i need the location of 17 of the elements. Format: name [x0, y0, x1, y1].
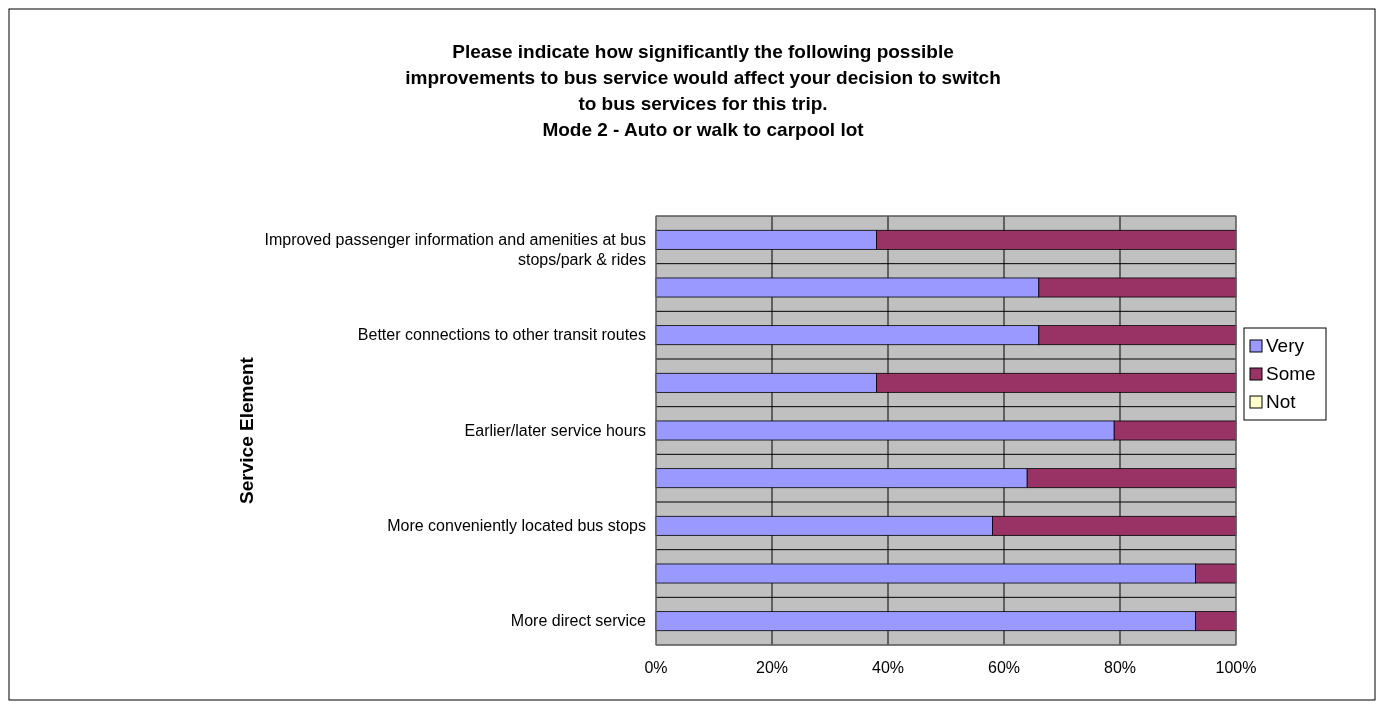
y-tick-label: Better connections to other transit routes: [357, 326, 646, 344]
legend-label: Some: [1266, 363, 1316, 384]
legend-label: Not: [1266, 391, 1297, 412]
x-tick-label: 60%: [987, 659, 1021, 676]
y-tick-label: Earlier/later service hours: [464, 421, 646, 439]
y-tick-label: Improved passenger information and amenities at bus stops/park & rides: [264, 230, 646, 268]
x-tick-label: 20%: [755, 659, 789, 676]
y-axis-title: Service Element: [236, 356, 257, 504]
y-tick-label: More direct service: [510, 612, 647, 630]
legend-label: Very: [1266, 335, 1305, 356]
y-tick-label: More conveniently located bus stops: [387, 516, 646, 534]
chart-subtitle: Mode 2 - Auto or walk to carpool lot: [542, 119, 865, 140]
x-tick-label: 40%: [871, 659, 905, 676]
x-tick-label: 80%: [1103, 659, 1137, 676]
x-tick-label: 100%: [1215, 659, 1257, 676]
x-tick-label: 0%: [644, 659, 668, 676]
chart-title: Please indicate how significantly the following possible improvements to bus service would affect your decision to switch to bus services for this trip.: [405, 41, 1001, 114]
